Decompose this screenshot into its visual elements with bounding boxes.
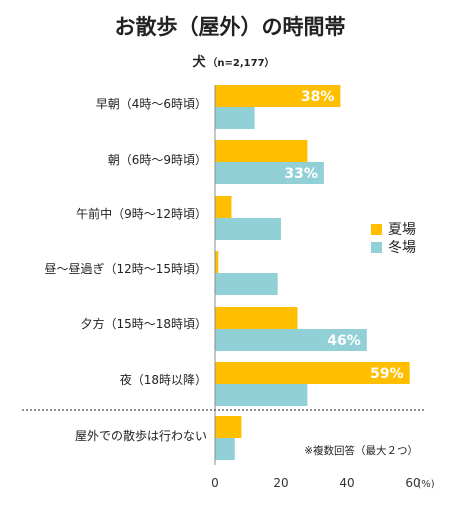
legend-swatch-winter <box>371 242 382 253</box>
category-label-5: 夜（18時以降） <box>120 372 207 387</box>
bar-winter-5 <box>215 384 308 406</box>
legend: 夏場 冬場 <box>371 222 416 256</box>
bar-winter-1 <box>215 162 324 184</box>
bar-winter-3 <box>215 273 278 295</box>
bars-group <box>215 85 410 460</box>
bar-winter-0 <box>215 107 255 129</box>
bar-summer-5 <box>215 362 410 384</box>
sample-size: （n=2,177） <box>207 56 274 69</box>
x-tick-label-3: 60 <box>405 476 420 490</box>
legend-swatch-summer <box>371 224 382 235</box>
category-label-1: 朝（6時～9時頃） <box>108 153 207 167</box>
bar-summer-4 <box>215 307 298 329</box>
legend-label-winter: 冬場 <box>388 240 416 256</box>
chart-subtitle: 犬 <box>192 54 206 70</box>
legend-label-summer: 夏場 <box>388 222 416 238</box>
category-label-6: 屋外での散歩は行わない <box>75 428 207 443</box>
bar-summer-0 <box>215 85 341 107</box>
bar-summer-6 <box>215 416 242 438</box>
chart-title: お散歩（屋外）の時間帯 <box>115 15 346 39</box>
x-tick-label-0: 0 <box>211 476 219 490</box>
data-label-0: 38% <box>301 89 335 105</box>
bar-summer-1 <box>215 140 308 162</box>
category-label-0: 早朝（4時～6時頃） <box>96 97 207 111</box>
data-labels: 38% 33% 46% 59% <box>284 89 403 382</box>
bar-winter-4 <box>215 329 367 351</box>
x-tick-label-2: 40 <box>339 476 354 490</box>
data-label-1: 33% <box>284 166 318 182</box>
x-tick-label-1: 20 <box>273 476 288 490</box>
data-label-2: 46% <box>327 333 361 349</box>
category-label-4: 夕方（15時～18時頃） <box>80 316 207 331</box>
chart-note: ※複数回答（最大２つ） <box>304 444 418 457</box>
category-label-3: 昼～昼過ぎ（12時～15時頃） <box>44 262 207 276</box>
category-label-2: 午前中（9時～12時頃） <box>76 206 207 221</box>
bar-summer-3 <box>215 251 219 273</box>
x-axis-unit: (%) <box>417 479 434 490</box>
category-labels: 早朝（4時～6時頃） 朝（6時～9時頃） 午前中（9時～12時頃） 昼～昼過ぎ（12時… <box>44 97 207 443</box>
bar-summer-2 <box>215 196 232 218</box>
bar-winter-2 <box>215 218 281 240</box>
data-label-3: 59% <box>370 366 404 382</box>
bar-winter-6 <box>215 438 235 460</box>
x-axis-ticks: 0 20 40 60 <box>211 476 420 490</box>
